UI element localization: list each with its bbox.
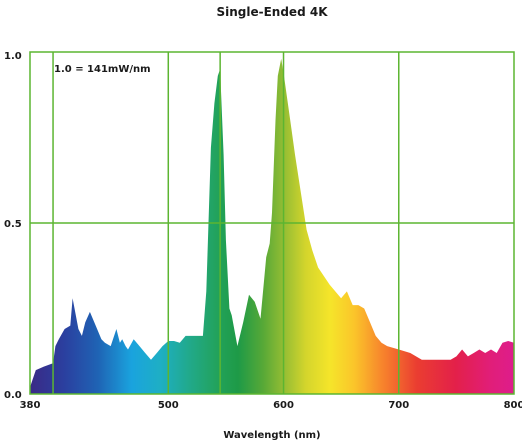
scale-annotation: 1.0 = 141mW/nm [54,64,151,75]
chart-title: Single-Ended 4K [216,5,328,19]
x-tick-label: 380 [20,400,41,411]
y-tick-labels: 0.0 0.5 1.0 [4,51,22,401]
x-tick-label: 700 [388,400,409,411]
x-axis-label: Wavelength (nm) [223,430,320,441]
x-tick-label: 500 [158,400,179,411]
plot-frame [29,51,515,395]
spectrum-area [30,58,514,395]
y-tick-label: 0.0 [4,390,22,401]
x-tick-labels: 380 500 600 700 800 [20,400,522,411]
y-tick-label: 0.5 [4,219,22,230]
y-tick-label: 1.0 [4,51,22,62]
spectrum-area-layer [30,58,514,395]
grid-layer [29,51,515,395]
x-tick-label: 800 [504,400,522,411]
x-tick-label: 600 [273,400,294,411]
